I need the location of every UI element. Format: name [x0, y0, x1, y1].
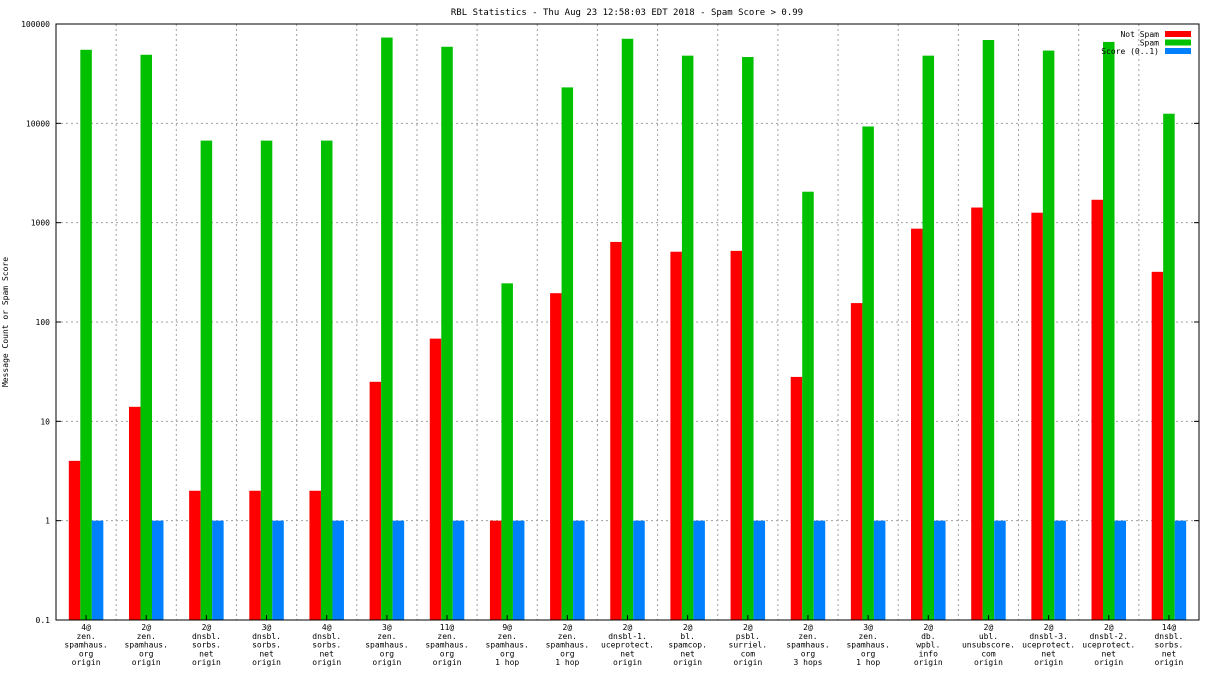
bar-spam — [441, 46, 453, 621]
bar-spam — [561, 87, 574, 620]
bar-not-spam — [128, 406, 141, 620]
bar-score — [573, 520, 585, 620]
bar-spam — [802, 191, 814, 621]
bar-not-spam — [670, 251, 682, 620]
x-category-label: 3@ zen. spamhaus. org origin — [365, 623, 408, 667]
bar-score — [934, 520, 946, 620]
bar-score — [272, 520, 284, 620]
bar-spam — [140, 54, 152, 620]
bar-not-spam — [971, 207, 983, 620]
bar-not-spam — [68, 460, 81, 620]
y-tick-label: 0.1 — [36, 616, 51, 625]
bar-spam — [80, 49, 92, 620]
bar-score — [91, 520, 104, 620]
bar-spam — [681, 55, 694, 620]
bar-spam — [200, 140, 213, 620]
x-category-label: 2@ zen. spamhaus. org 3 hops — [786, 623, 829, 667]
y-axis-label: Message Count or Spam Score — [1, 257, 10, 387]
bar-not-spam — [610, 241, 622, 621]
bar-spam — [621, 38, 634, 620]
x-axis-categories: 4@ zen. spamhaus. org origin 2@ zen. spamhaus. o… — [64, 615, 1184, 667]
legend-label: Not Spam — [1120, 30, 1159, 39]
bar-spam — [320, 140, 333, 620]
legend-label: Spam — [1140, 39, 1159, 48]
bar-score — [512, 520, 525, 620]
bar-spam — [922, 55, 935, 620]
bar-not-spam — [249, 490, 261, 620]
x-category-label: 4@ zen. spamhaus. org origin — [64, 623, 107, 667]
bar-not-spam — [550, 293, 562, 620]
bar-score — [1174, 520, 1187, 620]
x-category-label: 14@ dnsbl. sorbs. net origin — [1154, 623, 1183, 667]
x-category-label: 2@ zen. spamhaus. org 1 hop — [546, 623, 589, 667]
bar-spam — [742, 57, 754, 620]
bar-score — [693, 520, 705, 620]
bar-not-spam — [189, 490, 201, 620]
y-axis-ticks: 0.1 1 10 100 1000 10000 100000 — [21, 20, 1199, 625]
bar-not-spam — [309, 490, 321, 620]
y-tick-label: 100000 — [21, 20, 50, 29]
y-tick-label: 1000 — [31, 219, 50, 228]
bar-not-spam — [1091, 199, 1104, 621]
x-category-label: 3@ zen. spamhaus. org 1 hop — [846, 623, 889, 667]
y-tick-label: 10 — [40, 417, 50, 426]
bar-score — [1114, 520, 1127, 620]
bar-score — [452, 520, 465, 620]
x-category-label: 2@ bl. spamcop. net origin — [668, 623, 707, 667]
bar-not-spam — [1031, 212, 1043, 620]
bar-not-spam — [489, 520, 502, 620]
bar-score — [813, 520, 826, 620]
bar-score — [392, 520, 405, 620]
bar-not-spam — [730, 250, 743, 620]
x-category-label: 2@ dnsbl-2. uceprotect. net origin — [1082, 623, 1135, 667]
legend-swatch — [1165, 39, 1191, 46]
x-category-label: 2@ db. wpbl. info origin — [914, 623, 943, 667]
bar-spam — [381, 37, 393, 620]
x-category-label: 9@ zen. spamhaus. org 1 hop — [486, 623, 529, 667]
legend-label: Score (0..1) — [1101, 47, 1159, 56]
x-category-label: 2@ psbl. surriel. com origin — [729, 623, 768, 667]
bar-score — [753, 520, 766, 620]
bar-spam — [260, 140, 273, 620]
x-category-label: 2@ dnsbl. sorbs. net origin — [192, 623, 221, 667]
bar-not-spam — [790, 376, 803, 620]
bar-score — [1054, 520, 1066, 620]
bar-not-spam — [1151, 271, 1164, 620]
bar-score — [212, 520, 224, 620]
x-category-label: 2@ dnsbl-1. uceprotect. net origin — [601, 623, 654, 667]
bar-not-spam — [429, 338, 442, 620]
y-tick-label: 1 — [45, 517, 50, 526]
bar-score — [332, 520, 344, 620]
bar-score — [873, 520, 886, 620]
bar-spam — [1163, 113, 1175, 620]
y-tick-label: 100 — [36, 318, 51, 327]
bar-spam — [501, 283, 513, 620]
x-category-label: 11@ zen. spamhaus. org origin — [425, 623, 468, 667]
bar-spam — [862, 126, 874, 621]
bar-spam — [1042, 50, 1055, 621]
x-category-label: 2@ ubl. unsubscore. com origin — [962, 623, 1015, 667]
x-category-label: 4@ dnsbl. sorbs. net origin — [312, 623, 341, 667]
bar-not-spam — [850, 303, 863, 620]
bar-not-spam — [911, 228, 923, 620]
bar-not-spam — [369, 381, 382, 620]
legend-swatch — [1165, 31, 1191, 37]
x-category-label: 2@ zen. spamhaus. org origin — [125, 623, 168, 667]
y-tick-label: 10000 — [26, 119, 50, 128]
bar-spam — [1103, 41, 1115, 621]
x-category-label: 2@ dnsbl-3. uceprotect. net origin — [1022, 623, 1075, 667]
chart-title: RBL Statistics - Thu Aug 23 12:58:03 EDT… — [451, 8, 803, 18]
x-category-label: 3@ dnsbl. sorbs. net origin — [252, 623, 281, 667]
bar-score — [633, 520, 645, 620]
bar-score — [994, 520, 1006, 620]
legend-swatch — [1165, 48, 1191, 54]
bar-score — [151, 520, 164, 620]
bars — [68, 37, 1187, 621]
bar-spam — [982, 40, 995, 621]
